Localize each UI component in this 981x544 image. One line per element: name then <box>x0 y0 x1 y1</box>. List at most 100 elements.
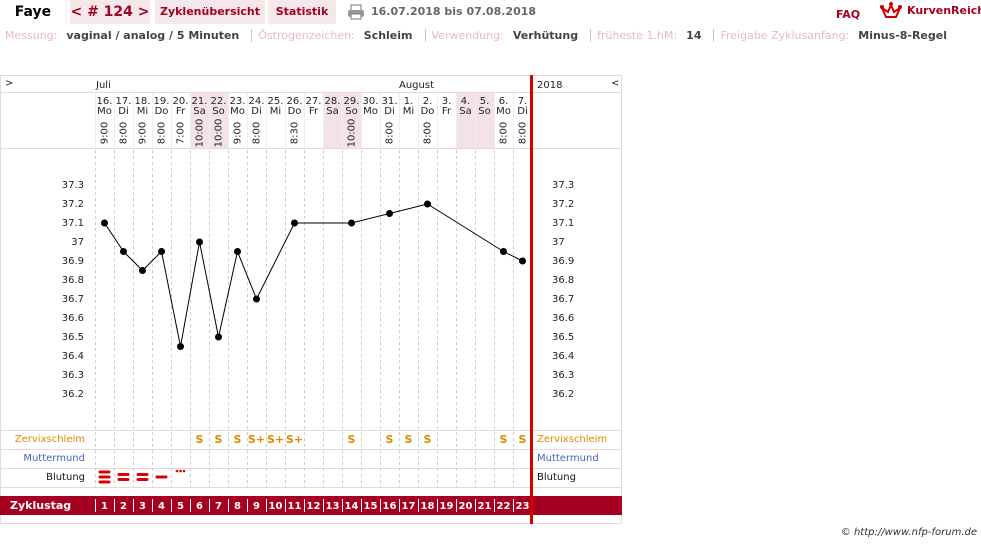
bleeding-mark <box>117 473 130 481</box>
y-tick-label: 37.2 <box>62 199 84 210</box>
temperature-point <box>139 267 146 274</box>
date-label: 25. <box>268 96 284 107</box>
date-label: 2. <box>423 96 433 107</box>
time-label: 8:30 <box>290 122 301 144</box>
weekday-label: Fr <box>176 106 186 117</box>
cycle-day: 18 <box>421 501 435 512</box>
weekday-label: Di <box>118 106 128 117</box>
y2-tick-label: 36.9 <box>552 256 574 267</box>
y-tick-label: 36.3 <box>62 370 84 381</box>
setting-label: früheste 1.hM: <box>597 29 678 42</box>
date-label: 7. <box>518 96 528 107</box>
print-icon[interactable] <box>347 4 365 20</box>
setting: früheste 1.hM: 14 <box>590 29 713 42</box>
date-label: 26. <box>287 96 303 107</box>
weekday-label: So <box>478 106 490 117</box>
y2-tick-label: 37.1 <box>552 218 574 229</box>
tab[interactable]: Statistik <box>268 0 336 24</box>
weekday-label: Fr <box>309 106 319 117</box>
weekday-label: Sa <box>193 106 205 117</box>
cervix-symbol: S <box>196 433 204 446</box>
weekday-label: Di <box>384 106 394 117</box>
cervix-symbol: S <box>500 433 508 446</box>
y-tick-label: 36.2 <box>62 389 84 400</box>
setting: Verwendung: Verhütung <box>424 29 591 42</box>
faq-link[interactable]: FAQ <box>836 8 861 21</box>
date-label: 16. <box>97 96 113 107</box>
row-label: Muttermund <box>23 453 85 464</box>
cycle-day: 10 <box>269 501 283 512</box>
cervix-symbol: S+ <box>286 433 303 446</box>
setting-label: Freigabe Zyklusanfang: <box>720 29 850 42</box>
row-label: Zervixschleim <box>537 434 607 445</box>
cycle-day: 23 <box>516 501 530 512</box>
y2-tick-label: 36.8 <box>552 275 574 286</box>
time-label: 8:00 <box>157 122 168 144</box>
y-tick-label: 37.1 <box>62 218 84 229</box>
tab[interactable]: Zyklenübersicht <box>155 0 265 24</box>
weekday-label: Mo <box>363 106 378 117</box>
setting-label: Verwendung: <box>431 29 504 42</box>
y-tick-label: 36.9 <box>62 256 84 267</box>
cycle-day-bar <box>0 496 622 515</box>
y2-tick-label: 36.5 <box>552 332 574 343</box>
weekday-label: Fr <box>442 106 452 117</box>
y2-tick-label: 36.2 <box>552 389 574 400</box>
y2-tick-label: 37.2 <box>552 199 574 210</box>
date-label: 18. <box>135 96 151 107</box>
cycle-day: 9 <box>253 501 260 512</box>
weekday-label: Do <box>421 106 435 117</box>
temperature-point <box>215 333 222 341</box>
date-label: 24. <box>249 96 265 107</box>
row-label: Blutung <box>537 472 576 483</box>
bleeding-mark <box>98 470 111 484</box>
cervix-symbol: S <box>234 433 242 446</box>
year-label: 2018 <box>537 80 562 91</box>
setting-label: Östrogenzeichen: <box>258 29 355 42</box>
row-label: Zervixschleim <box>15 434 85 445</box>
y2-tick-label: 37 <box>552 237 565 248</box>
cervix-symbol: S <box>386 433 394 446</box>
cycle-day: 3 <box>139 501 146 512</box>
cervix-symbol: S <box>424 433 432 446</box>
setting: Messung: vaginal / analog / 5 Minuten <box>5 29 251 42</box>
date-label: 29. <box>344 96 360 107</box>
weekend-shade <box>209 93 228 148</box>
nav-next: < <box>611 78 619 89</box>
date-label: 3. <box>442 96 452 107</box>
y-tick-label: 36.5 <box>62 332 84 343</box>
date-label: 6. <box>499 96 509 107</box>
date-label: 31. <box>382 96 398 107</box>
temperature-point <box>196 238 203 246</box>
bleeding-mark <box>136 473 149 481</box>
weekday-label: Di <box>251 106 261 117</box>
cycle-nav[interactable]: < # 124 > <box>70 0 150 24</box>
weekend-shade <box>456 93 475 148</box>
cycle-day: 20 <box>459 501 473 512</box>
y-tick-label: 36.8 <box>62 275 84 286</box>
logo-icon <box>880 2 902 18</box>
month-label: August <box>399 80 434 91</box>
date-label: 5. <box>480 96 490 107</box>
setting-value: vaginal / analog / 5 Minuten <box>66 29 240 42</box>
time-label: 8:00 <box>423 122 434 144</box>
month-label: Juli <box>95 80 111 91</box>
weekday-label: Mi <box>270 106 281 117</box>
cycle-day: 2 <box>120 501 127 512</box>
cycle-day: 11 <box>288 501 302 512</box>
date-label: 20. <box>173 96 189 107</box>
weekend-shade <box>190 93 209 148</box>
time-label: 8:00 <box>385 122 396 144</box>
date-label: 30. <box>363 96 379 107</box>
y2-tick-label: 37.3 <box>552 180 574 191</box>
weekday-label: Sa <box>459 106 471 117</box>
bleeding-mark <box>155 475 168 479</box>
cycle-day: 4 <box>158 501 165 512</box>
time-label: 9:00 <box>233 122 244 144</box>
row-label: Blutung <box>46 472 85 483</box>
cycle-day: 15 <box>364 501 378 512</box>
weekday-label: Mo <box>97 106 112 117</box>
time-label: 9:00 <box>100 122 111 144</box>
temperature-point <box>234 248 241 255</box>
